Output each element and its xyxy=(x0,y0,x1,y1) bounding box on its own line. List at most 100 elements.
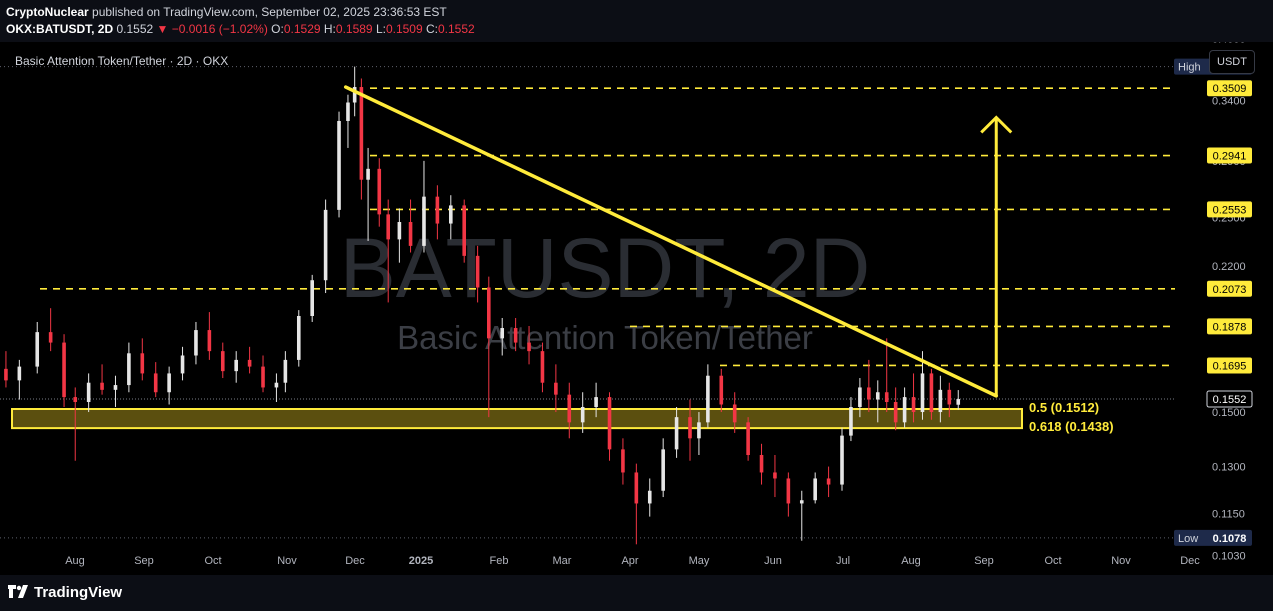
candle-body xyxy=(247,359,252,367)
candle-up[interactable] xyxy=(594,382,598,418)
candle-up[interactable] xyxy=(956,390,961,410)
candle-up[interactable] xyxy=(234,351,238,383)
candle-body xyxy=(48,332,53,343)
support-zone[interactable] xyxy=(11,408,1023,430)
author-name[interactable]: CryptoNuclear xyxy=(6,5,89,19)
candle-down[interactable] xyxy=(607,392,612,461)
candle-up[interactable] xyxy=(283,351,288,393)
tradingview-logo[interactable]: TradingView xyxy=(8,584,122,601)
candle-up[interactable] xyxy=(194,321,198,365)
candle-up[interactable] xyxy=(813,472,817,504)
candle-up[interactable] xyxy=(799,490,804,541)
candle-up[interactable] xyxy=(500,317,505,356)
candle-down[interactable] xyxy=(62,334,66,407)
candle-up[interactable] xyxy=(875,380,880,423)
candle-down[interactable] xyxy=(732,392,737,433)
candle-up[interactable] xyxy=(674,406,679,458)
candle-down[interactable] xyxy=(475,245,480,303)
target-arrow-head[interactable] xyxy=(980,115,1013,134)
candle-up[interactable] xyxy=(938,375,943,423)
candle-down[interactable] xyxy=(884,338,889,413)
candle-up[interactable] xyxy=(323,199,328,294)
candle-down[interactable] xyxy=(947,382,952,418)
candle-down[interactable] xyxy=(929,368,934,420)
candle-up[interactable] xyxy=(35,321,40,374)
candle-down[interactable] xyxy=(73,387,78,461)
candle-down[interactable] xyxy=(207,312,212,360)
candle-up[interactable] xyxy=(17,359,22,400)
candle-up[interactable] xyxy=(127,342,131,393)
candle-down[interactable] xyxy=(773,455,777,498)
candle-up[interactable] xyxy=(180,346,185,381)
candle-down[interactable] xyxy=(100,364,104,395)
candle-down[interactable] xyxy=(527,326,531,365)
candle-up[interactable] xyxy=(296,310,301,367)
candle-down[interactable] xyxy=(48,308,53,352)
candle-down[interactable] xyxy=(719,368,724,413)
publish-header: CryptoNuclear published on TradingView.c… xyxy=(0,0,1273,42)
candle-body xyxy=(688,417,692,439)
candle-up[interactable] xyxy=(346,94,350,148)
footer-bar: TradingView xyxy=(0,575,1273,611)
candle-up[interactable] xyxy=(849,397,853,442)
candle-down[interactable] xyxy=(513,317,518,352)
candle-down[interactable] xyxy=(220,342,225,379)
candle-up[interactable] xyxy=(337,111,341,218)
descending-trendline[interactable] xyxy=(343,85,999,398)
candle-down[interactable] xyxy=(462,199,467,263)
candle-up[interactable] xyxy=(397,208,402,263)
candle-body xyxy=(674,417,679,450)
candle-body xyxy=(634,472,639,504)
candle-down[interactable] xyxy=(261,355,265,393)
candle-body xyxy=(62,342,66,398)
candle-down[interactable] xyxy=(377,158,382,227)
candle-body xyxy=(100,382,104,390)
time-axis-tick: Oct xyxy=(204,555,221,567)
time-axis-tick: Sep xyxy=(134,555,154,567)
candle-up[interactable] xyxy=(706,364,710,428)
price-change: −0.0016 (−1.02%) xyxy=(171,22,268,36)
candle-up[interactable] xyxy=(858,378,862,418)
candle-down[interactable] xyxy=(140,338,145,381)
candle-up[interactable] xyxy=(697,412,701,456)
candle-up[interactable] xyxy=(86,373,91,413)
candle-down[interactable] xyxy=(893,387,898,431)
candle-down[interactable] xyxy=(911,373,916,423)
candle-down[interactable] xyxy=(786,472,791,517)
candle-down[interactable] xyxy=(359,78,364,200)
candle-down[interactable] xyxy=(4,351,8,388)
candle-up[interactable] xyxy=(310,274,314,322)
candle-down[interactable] xyxy=(634,463,639,545)
low-badge-label: Low xyxy=(1178,533,1198,545)
candle-up[interactable] xyxy=(902,387,907,428)
candle-up[interactable] xyxy=(366,147,370,241)
candle-down[interactable] xyxy=(621,438,625,485)
candle-down[interactable] xyxy=(867,359,871,413)
candle-down[interactable] xyxy=(487,276,491,418)
candle-body xyxy=(786,478,791,504)
candle-down[interactable] xyxy=(746,417,750,461)
candle-down[interactable] xyxy=(759,443,764,485)
currency-unit-button[interactable]: USDT xyxy=(1209,50,1255,74)
candle-down[interactable] xyxy=(408,199,413,253)
candle-up[interactable] xyxy=(647,478,652,517)
candle-down[interactable] xyxy=(540,342,545,393)
candle-down[interactable] xyxy=(386,199,391,303)
candle-down[interactable] xyxy=(247,346,252,374)
candle-down[interactable] xyxy=(435,185,440,240)
candle-up[interactable] xyxy=(661,438,665,498)
candle-up[interactable] xyxy=(167,366,171,405)
candle-down[interactable] xyxy=(688,399,692,461)
candle-down[interactable] xyxy=(826,466,831,498)
candle-body xyxy=(153,373,158,393)
candle-down[interactable] xyxy=(554,364,558,413)
candle-down[interactable] xyxy=(567,382,572,439)
candle-up[interactable] xyxy=(580,392,585,433)
candle-up[interactable] xyxy=(840,427,844,491)
candle-up[interactable] xyxy=(448,195,453,240)
candle-up[interactable] xyxy=(274,373,279,403)
candle-up[interactable] xyxy=(422,160,426,253)
candle-up[interactable] xyxy=(113,375,118,407)
price-chart[interactable]: BATUSDT, 2D Basic Attention Token/Tether 0… xyxy=(0,42,1273,575)
candle-down[interactable] xyxy=(153,362,158,398)
